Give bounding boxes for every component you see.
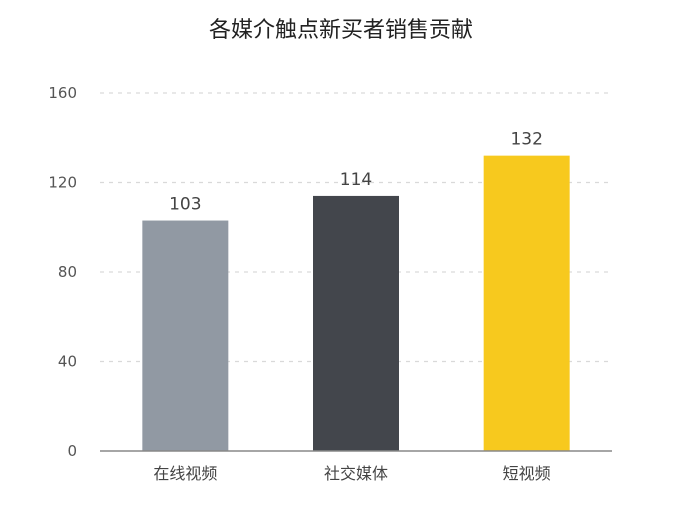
chart-title: 各媒介触点新买者销售贡献 bbox=[209, 18, 473, 43]
y-axis-ticks: 0 40 80 120 160 bbox=[48, 84, 77, 460]
value-label: 114 bbox=[340, 170, 372, 190]
value-labels: 103 114 132 bbox=[169, 130, 543, 215]
value-label: 132 bbox=[510, 130, 542, 150]
y-tick-label: 0 bbox=[67, 442, 77, 460]
bar-2 bbox=[313, 195, 399, 451]
x-tick-label: 短视频 bbox=[503, 464, 551, 483]
y-tick-label: 80 bbox=[58, 263, 77, 281]
value-label: 103 bbox=[169, 195, 201, 215]
y-tick-label: 160 bbox=[48, 84, 77, 102]
x-axis-labels: 在线视频 社交媒体 短视频 bbox=[153, 464, 550, 483]
bar-3 bbox=[483, 155, 570, 451]
bars bbox=[142, 155, 570, 451]
x-tick-label: 社交媒体 bbox=[324, 464, 388, 483]
x-tick-label: 在线视频 bbox=[153, 464, 217, 483]
bar-1 bbox=[142, 220, 229, 451]
y-tick-label: 120 bbox=[48, 174, 77, 192]
y-tick-label: 40 bbox=[58, 353, 77, 371]
